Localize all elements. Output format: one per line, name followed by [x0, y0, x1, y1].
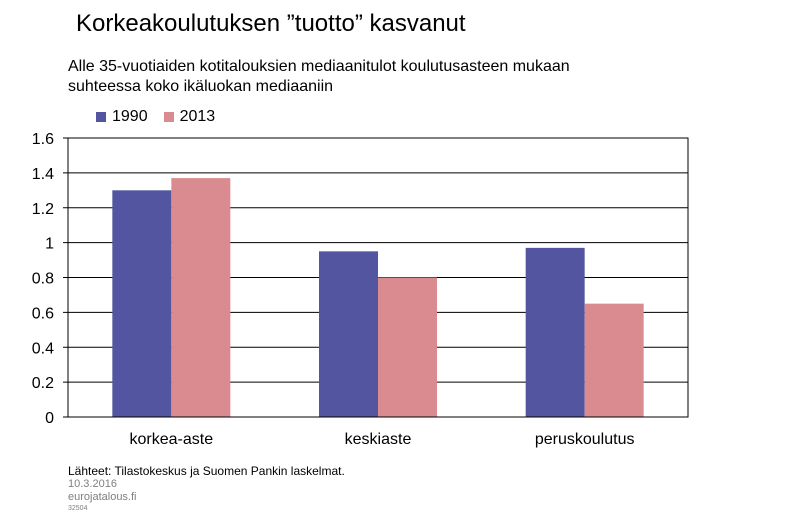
legend-swatch-2013	[163, 112, 174, 122]
y-tick-label-4: 0.8	[32, 271, 54, 288]
legend-swatch-1990	[96, 112, 106, 122]
y-tick-label-3: 0.6	[32, 305, 54, 322]
subtitle-line-2: suhteessa koko ikäluokan mediaaniin	[68, 78, 334, 95]
bar-peruskoulutus-2013	[584, 303, 644, 417]
bar-korkea-aste-2013	[171, 178, 231, 417]
chart-footer: Lähteet: Tilastokeskus ja Suomen Pankin …	[68, 465, 345, 513]
chart-subtitle: Alle 35-vuotiaiden kotitalouksien mediaa…	[68, 57, 708, 97]
legend-label-1990: 1990	[112, 108, 148, 125]
chart-title: Korkeakoulutuksen ”tuotto” kasvanut	[76, 10, 466, 37]
chart-code: 32504	[68, 505, 88, 512]
subtitle-line-1: Alle 35-vuotiaiden kotitalouksien mediaa…	[68, 58, 570, 75]
y-tick-label-7: 1.4	[32, 166, 54, 183]
legend-item-2013: 2013	[163, 108, 216, 126]
publish-date: 10.3.2016	[68, 478, 117, 490]
y-tick-label-1: 0.2	[32, 375, 54, 392]
source-note: Lähteet: Tilastokeskus ja Suomen Pankin …	[68, 464, 345, 478]
y-tick-label-5: 1	[45, 236, 54, 253]
x-tick-label-peruskoulutus: peruskoulutus	[535, 431, 635, 448]
y-tick-label-6: 1.2	[32, 201, 54, 218]
x-tick-label-keskiaste: keskiaste	[345, 431, 412, 448]
bar-korkea-aste-1990	[112, 190, 172, 417]
site-name: eurojatalous.fi	[68, 491, 137, 503]
bar-keskiaste-1990	[319, 251, 378, 417]
y-tick-label-8: 1.6	[32, 131, 54, 148]
legend-item-1990: 1990	[96, 108, 148, 126]
legend-label-2013: 2013	[179, 108, 216, 125]
y-tick-label-2: 0.4	[32, 340, 54, 357]
bar-peruskoulutus-1990	[525, 247, 585, 417]
bar-keskiaste-2013	[378, 277, 437, 417]
chart-legend: 1990 2013	[96, 108, 231, 126]
y-tick-label-0: 0	[45, 410, 54, 427]
x-tick-label-korkea-aste: korkea-aste	[130, 431, 214, 448]
